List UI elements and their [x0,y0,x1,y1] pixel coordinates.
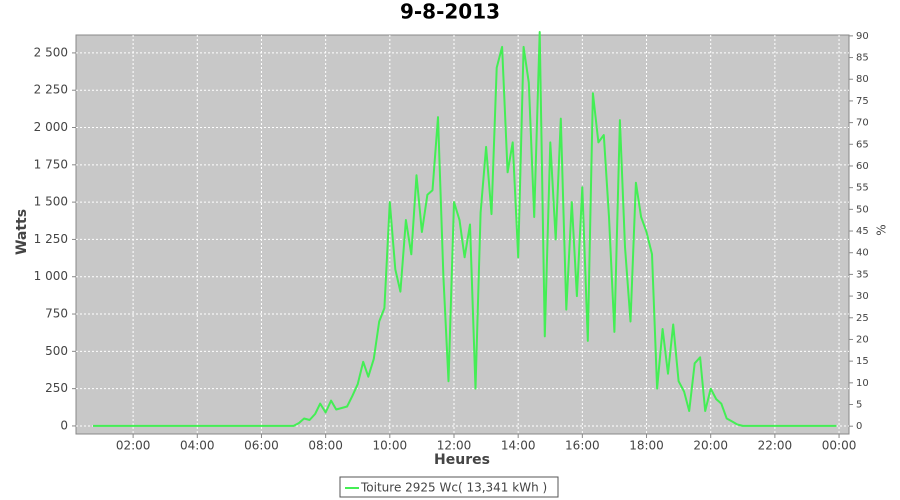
y2-tick-label: 80 [856,74,869,85]
x-tick-label: 22:00 [758,439,793,453]
plot-area [75,34,850,435]
x-tick-label: 06:00 [244,439,279,453]
y-tick-label: 0 [60,418,68,432]
line-series [93,31,837,427]
y2-tick-label: 30 [856,291,869,302]
y2-tick-label: 70 [856,118,869,129]
y2-tick-label: 90 [856,31,869,42]
y-tick-label: 2 000 [34,120,68,134]
y-tick-label: 250 [45,381,68,395]
x-tick-label: 14:00 [501,439,536,453]
y2-tick-label: 40 [856,248,869,259]
y2-tick-label: 10 [856,378,869,389]
y-tick-label: 1 750 [34,157,68,171]
x-axis-label: Heures [434,452,490,468]
y-tick-label: 750 [45,307,68,321]
y-axis-label: Watts [14,209,30,255]
y-tick-label: 1 250 [34,232,68,246]
y-tick-label: 2 500 [34,45,68,59]
chart-title: 9-8-2013 [400,0,500,24]
x-tick-label: 04:00 [180,439,215,453]
y-tick-label: 1 000 [34,269,68,283]
y2-tick-label: 55 [856,183,869,194]
y2-tick-label: 25 [856,313,869,324]
x-tick-label: 00:00 [822,439,857,453]
y2-tick-label: 85 [856,53,869,64]
y-tick-label: 500 [45,344,68,358]
x-tick-label: 10:00 [373,439,408,453]
y2-tick-label: 0 [856,421,862,432]
x-tick-label: 16:00 [565,439,600,453]
legend-label: Toiture 2925 Wc( 13,341 kWh ) [360,481,547,495]
y2-tick-label: 50 [856,204,869,215]
x-tick-label: 12:00 [437,439,472,453]
x-tick-label: 02:00 [116,439,151,453]
y2-tick-label: 45 [856,226,869,237]
y2-tick-label: 5 [856,400,862,411]
x-tick-label: 18:00 [629,439,664,453]
y-tick-label: 1 500 [34,195,68,209]
y2-tick-label: 65 [856,139,869,150]
legend [339,476,559,498]
y2-tick-label: 15 [856,356,869,367]
y2-tick-label: 20 [856,334,869,345]
x-tick-label: 20:00 [693,439,728,453]
y2-axis-label: % [875,224,889,235]
y2-tick-label: 35 [856,269,869,280]
y2-tick-label: 60 [856,161,869,172]
y-tick-label: 2 250 [34,83,68,97]
x-tick-label: 08:00 [308,439,343,453]
y2-tick-label: 75 [856,96,869,107]
